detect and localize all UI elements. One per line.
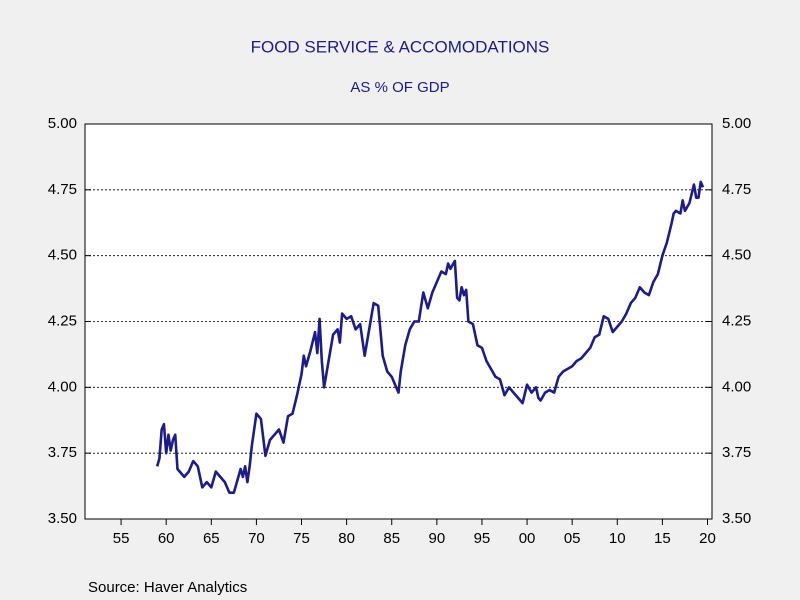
plot-border — [84, 123, 713, 520]
y2-tick-label: 4.00 — [722, 378, 751, 395]
x-tick-label: 65 — [203, 530, 220, 547]
x-tick-label: 05 — [564, 530, 581, 547]
y-tick-label: 4.50 — [48, 247, 77, 264]
y-tick-label: 4.25 — [48, 312, 77, 329]
x-tick-label: 10 — [609, 530, 626, 547]
x-tick-label: 20 — [699, 530, 716, 547]
y2-tick-label: 5.00 — [722, 115, 751, 132]
chart-subtitle: AS % OF GDP — [350, 79, 449, 96]
x-tick-label: 80 — [338, 530, 355, 547]
y-tick-label: 5.00 — [48, 115, 77, 132]
x-tick-label: 60 — [158, 530, 175, 547]
x-tick-label: 75 — [293, 530, 310, 547]
x-tick-label: 90 — [428, 530, 445, 547]
y-tick-label: 3.75 — [48, 444, 77, 461]
y2-tick-label: 4.75 — [722, 181, 751, 198]
x-tick-label: 55 — [113, 530, 130, 547]
x-tick-label: 70 — [248, 530, 265, 547]
y2-tick-label: 4.25 — [722, 312, 751, 329]
y2-tick-label: 3.75 — [722, 444, 751, 461]
y2-tick-label: 4.50 — [722, 247, 751, 264]
data-line — [155, 180, 705, 494]
source-note: Source: Haver Analytics — [88, 579, 247, 596]
x-tick-label: 00 — [519, 530, 536, 547]
y-tick-label: 3.50 — [48, 510, 77, 527]
x-tick-label: 95 — [474, 530, 491, 547]
x-tick-label: 85 — [383, 530, 400, 547]
y-tick-label: 4.00 — [48, 378, 77, 395]
x-tick-label: 15 — [654, 530, 671, 547]
y-tick-label: 4.75 — [48, 181, 77, 198]
y2-tick-label: 3.50 — [722, 510, 751, 527]
chart-title: FOOD SERVICE & ACCOMODATIONS — [251, 37, 550, 56]
